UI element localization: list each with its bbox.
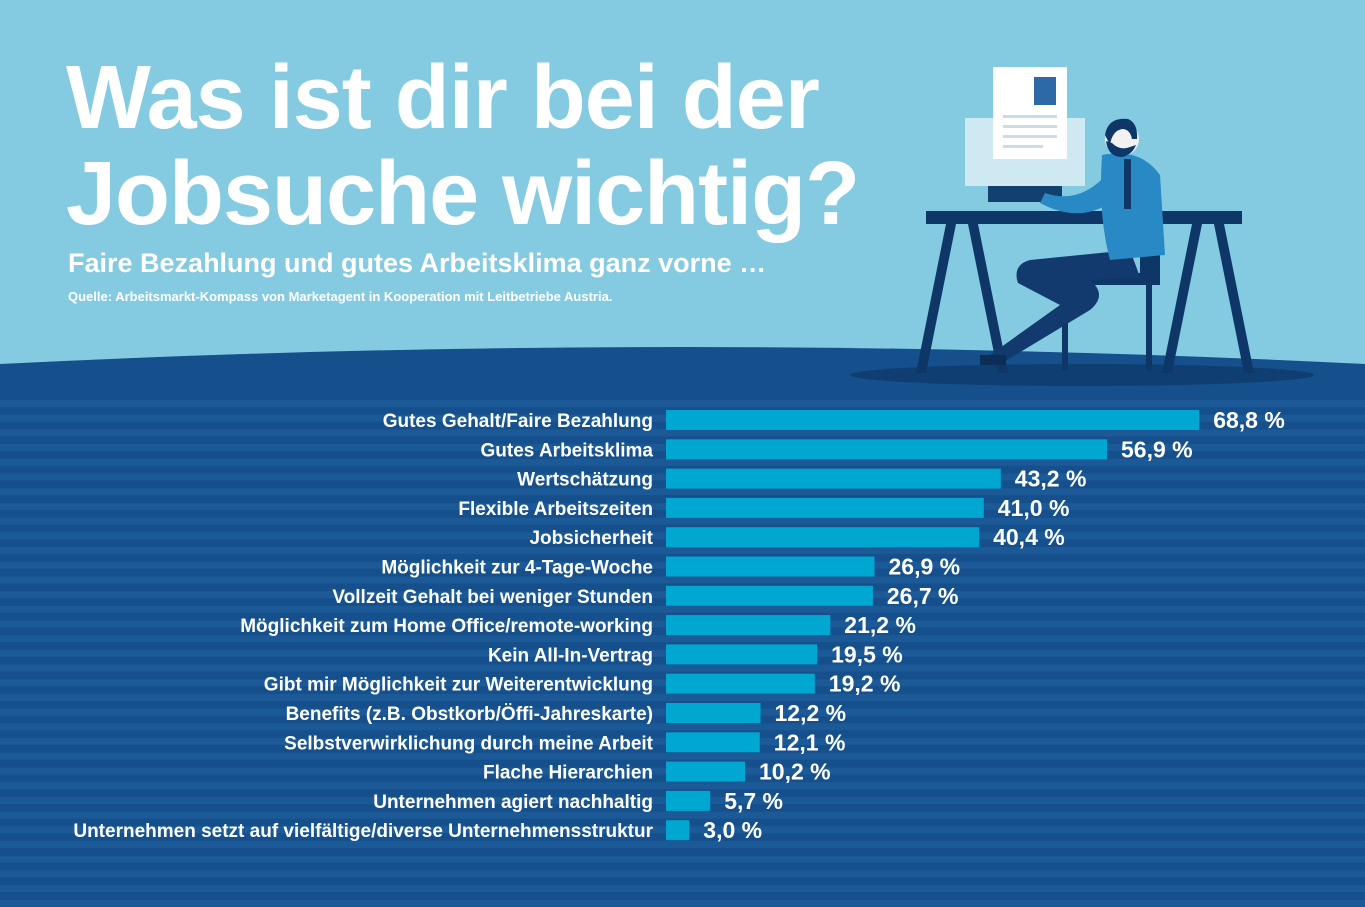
document-photo-icon <box>1034 77 1056 105</box>
chair-leg-icon <box>1146 285 1152 370</box>
background-stripe <box>0 517 1365 525</box>
bar <box>666 820 690 841</box>
category-label: Benefits (z.B. Obstkorb/Öffi-Jahreskarte… <box>286 704 653 725</box>
background-stripe <box>0 664 1365 672</box>
desk-top-icon <box>926 211 1242 224</box>
background-stripe <box>0 400 1365 407</box>
bar <box>666 468 1001 489</box>
source-note: Quelle: Arbeitsmarkt-Kompass von Marketa… <box>68 289 613 304</box>
category-label: Gutes Gehalt/Faire Bezahlung <box>383 411 653 432</box>
bars <box>666 410 1200 841</box>
document-line-icon <box>1003 115 1057 118</box>
value-label: 26,9 % <box>889 554 961 580</box>
value-label: 56,9 % <box>1121 436 1193 462</box>
desk-leg-icon <box>968 224 1008 373</box>
person-legs-icon <box>990 250 1140 363</box>
subtitle: Faire Bezahlung und gutes Arbeitsklima g… <box>68 248 767 278</box>
value-label: 41,0 % <box>998 495 1070 521</box>
value-label: 19,2 % <box>829 671 901 697</box>
category-label: Flexible Arbeitszeiten <box>458 499 653 520</box>
category-label: Flache Hierarchien <box>483 763 653 784</box>
background-stripe <box>0 576 1365 584</box>
document-line-icon <box>1003 125 1057 128</box>
category-label: Möglichkeit zum Home Office/remote-worki… <box>240 616 653 637</box>
value-label: 43,2 % <box>1015 466 1087 492</box>
value-label: 10,2 % <box>759 759 831 785</box>
category-label: Gibt mir Möglichkeit zur Weiterentwicklu… <box>264 675 653 696</box>
bar <box>666 527 980 548</box>
value-label: 21,2 % <box>844 612 916 638</box>
bar <box>666 410 1200 430</box>
background-stripe <box>0 694 1365 701</box>
bar <box>666 673 815 694</box>
background-stripe <box>0 855 1365 863</box>
background-stripe <box>0 899 1365 907</box>
chair-leg-icon <box>1062 285 1068 370</box>
bar <box>666 585 873 606</box>
background-stripe <box>0 547 1365 554</box>
desk-leg-icon <box>1162 224 1202 373</box>
background-stripe <box>0 782 1365 790</box>
background-stripe <box>0 870 1365 878</box>
tie-icon <box>1124 159 1131 209</box>
value-label: 12,1 % <box>774 729 846 755</box>
background-stripe <box>0 635 1365 643</box>
value-label: 26,7 % <box>887 583 959 609</box>
category-label: Selbstverwirklichung durch meine Arbeit <box>284 733 654 754</box>
person-hair-icon <box>1105 118 1138 145</box>
background-stripe <box>0 752 1365 760</box>
document-line-icon <box>1003 135 1057 138</box>
category-label: Wertschätzung <box>517 470 653 491</box>
bar <box>666 703 761 723</box>
value-label: 12,2 % <box>775 700 847 726</box>
shoe-icon <box>980 355 1006 365</box>
value-label: 68,8 % <box>1213 407 1285 433</box>
floor-shadow-icon <box>850 364 1314 386</box>
bar <box>666 644 818 665</box>
desk-leg-icon <box>916 224 956 373</box>
bar <box>666 732 760 753</box>
bar <box>666 790 711 811</box>
background-stripe <box>0 429 1365 437</box>
category-label: Unternehmen agiert nachhaltig <box>373 792 653 813</box>
category-label: Vollzeit Gehalt bei weniger Stunden <box>332 587 653 608</box>
category-labels: Gutes Gehalt/Faire Bezahlung Gutes Arbeit… <box>73 411 653 842</box>
background-stripe <box>0 723 1365 731</box>
person-at-desk-illustration <box>850 67 1314 386</box>
bar <box>666 439 1107 460</box>
page-title: Was ist dir bei der Jobsuche wichtig? <box>66 48 860 244</box>
category-label: Unternehmen setzt auf vielfältige/divers… <box>73 821 653 842</box>
category-label: Kein All-In-Vertrag <box>488 645 653 666</box>
person-torso-icon <box>1101 153 1165 260</box>
person-beard-icon <box>1106 141 1136 157</box>
desk-leg-icon <box>1214 224 1254 373</box>
category-label: Gutes Arbeitsklima <box>481 440 654 461</box>
value-labels: 68,8 % 56,9 % 43,2 % 41,0 % 40,4 % 26,9 % 26,7… <box>703 407 1285 843</box>
background-stripe <box>0 605 1365 613</box>
background-stripe <box>0 885 1365 893</box>
value-label: 40,4 % <box>993 524 1065 550</box>
value-label: 3,0 % <box>703 817 762 843</box>
background-stripe <box>0 458 1365 466</box>
value-label: 19,5 % <box>831 641 903 667</box>
background-stripe <box>0 811 1365 819</box>
background-stripe <box>0 841 1365 848</box>
background-stripe <box>0 488 1365 496</box>
document-line-icon <box>1003 145 1043 148</box>
bar <box>666 497 984 518</box>
value-label: 5,7 % <box>724 788 783 814</box>
person-arm-icon <box>1040 173 1120 214</box>
bar <box>666 556 875 577</box>
bar <box>666 761 745 782</box>
bar <box>666 615 831 636</box>
header: Was ist dir bei der Jobsuche wichtig? Fa… <box>0 0 1365 400</box>
category-label: Jobsicherheit <box>529 528 653 549</box>
category-label: Möglichkeit zur 4-Tage-Woche <box>381 558 653 579</box>
